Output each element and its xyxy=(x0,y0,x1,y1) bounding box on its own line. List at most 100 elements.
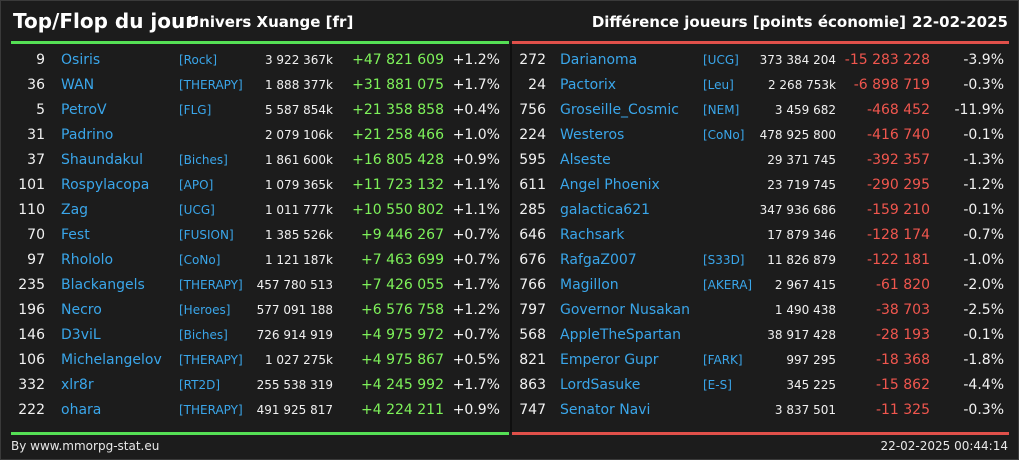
alliance-tag-link[interactable]: [CoNo] xyxy=(179,253,221,267)
top-panel-top-rule xyxy=(11,41,509,44)
table-row: 766 Magillon [AKERA] 2 967 415 -61 820 -2.0% xyxy=(512,273,1009,298)
player-points: 23 719 745 xyxy=(767,178,836,192)
player-rank: 797 xyxy=(519,302,546,318)
player-name-link[interactable]: Padrino xyxy=(61,127,114,143)
player-name-link[interactable]: Rospylacopa xyxy=(61,177,150,193)
player-name-link[interactable]: Fest xyxy=(61,227,90,243)
player-name-link[interactable]: PetroV xyxy=(61,102,107,118)
player-points: 1 121 187k xyxy=(264,253,333,267)
player-points: 5 587 854k xyxy=(264,103,333,117)
table-row: 31 Padrino 2 079 106k +21 258 466 +1.0% xyxy=(11,123,509,148)
alliance-tag-link[interactable]: [FUSION] xyxy=(179,228,234,242)
points-difference: +4 245 992 xyxy=(361,377,444,393)
percent-change: -11.9% xyxy=(954,102,1004,118)
player-name-link[interactable]: Blackangels xyxy=(61,277,145,293)
alliance-tag-link[interactable]: [Biches] xyxy=(179,328,228,342)
table-row: 863 LordSasuke [E-S] 345 225 -15 862 -4.4% xyxy=(512,373,1009,398)
alliance-tag-link[interactable]: [Heroes] xyxy=(179,303,231,317)
player-points: 11 826 879 xyxy=(767,253,836,267)
points-difference: +9 446 267 xyxy=(361,227,444,243)
alliance-tag-link[interactable]: [THERAPY] xyxy=(179,278,243,292)
percent-change: -0.1% xyxy=(963,327,1004,343)
percent-change: +0.7% xyxy=(452,252,500,268)
player-points: 3 837 501 xyxy=(774,403,836,417)
player-points: 3 459 682 xyxy=(774,103,836,117)
percent-change: +1.1% xyxy=(452,202,500,218)
percent-change: +1.2% xyxy=(452,302,500,318)
percent-change: -0.1% xyxy=(963,202,1004,218)
percent-change: -1.3% xyxy=(963,152,1004,168)
player-name-link[interactable]: Zag xyxy=(61,202,89,218)
percent-change: -0.1% xyxy=(963,127,1004,143)
player-name-link[interactable]: Westeros xyxy=(560,127,625,143)
player-name-link[interactable]: galactica621 xyxy=(560,202,651,218)
points-difference: +4 224 211 xyxy=(361,402,444,418)
player-name-link[interactable]: Emperor Gupr xyxy=(560,352,659,368)
alliance-tag-link[interactable]: [Rock] xyxy=(179,53,218,67)
alliance-tag-link[interactable]: [FARK] xyxy=(703,353,743,367)
alliance-tag-link[interactable]: [Leu] xyxy=(703,78,734,92)
player-name-link[interactable]: LordSasuke xyxy=(560,377,641,393)
table-row: 676 RafgaZ007 [S33D] 11 826 879 -122 181 -1.0… xyxy=(512,248,1009,273)
player-points: 373 384 204 xyxy=(759,53,836,67)
alliance-tag-link[interactable]: [S33D] xyxy=(703,253,745,267)
player-points: 29 371 745 xyxy=(767,153,836,167)
points-difference: +4 975 972 xyxy=(361,327,444,343)
player-name-link[interactable]: Osiris xyxy=(61,52,101,68)
player-name-link[interactable]: Rachsark xyxy=(560,227,625,243)
player-name-link[interactable]: Necro xyxy=(61,302,102,318)
player-name-link[interactable]: xlr8r xyxy=(61,377,94,393)
alliance-tag-link[interactable]: [NEM] xyxy=(703,103,740,117)
points-difference: +10 550 802 xyxy=(352,202,444,218)
alliance-tag-link[interactable]: [RT2D] xyxy=(179,378,221,392)
percent-change: +1.2% xyxy=(452,52,500,68)
alliance-tag-link[interactable]: [THERAPY] xyxy=(179,353,243,367)
table-row: 37 Shaundakul [Biches] 1 861 600k +16 805 42… xyxy=(11,148,509,173)
percent-change: -2.5% xyxy=(963,302,1004,318)
table-row: 747 Senator Navi 3 837 501 -11 325 -0.3% xyxy=(512,398,1009,423)
alliance-tag-link[interactable]: [AKERA] xyxy=(703,278,753,292)
player-name-link[interactable]: Rhololo xyxy=(61,252,114,268)
player-rank: 106 xyxy=(18,352,45,368)
player-name-link[interactable]: Shaundakul xyxy=(61,152,143,168)
points-difference: -290 295 xyxy=(867,177,930,193)
player-name-link[interactable]: Angel Phoenix xyxy=(560,177,660,193)
player-rank: 821 xyxy=(519,352,546,368)
player-name-link[interactable]: Pactorix xyxy=(560,77,617,93)
player-name-link[interactable]: Darianoma xyxy=(560,52,638,68)
alliance-tag-link[interactable]: [Biches] xyxy=(179,153,228,167)
player-name-link[interactable]: ohara xyxy=(61,402,102,418)
player-points: 1 861 600k xyxy=(264,153,333,167)
player-name-link[interactable]: Magillon xyxy=(560,277,619,293)
player-name-link[interactable]: AppleTheSpartan xyxy=(560,327,681,343)
player-points: 1 385 526k xyxy=(264,228,333,242)
points-difference: -18 368 xyxy=(875,352,930,368)
player-name-link[interactable]: Alseste xyxy=(560,152,611,168)
flop-panel-top-rule xyxy=(512,41,1009,44)
alliance-tag-link[interactable]: [E-S] xyxy=(703,378,732,392)
percent-change: -1.8% xyxy=(963,352,1004,368)
percent-change: +1.0% xyxy=(452,127,500,143)
player-name-link[interactable]: Senator Navi xyxy=(560,402,651,418)
player-points: 1 027 275k xyxy=(264,353,333,367)
alliance-tag-link[interactable]: [UCG] xyxy=(703,53,739,67)
player-rank: 611 xyxy=(519,177,546,193)
alliance-tag-link[interactable]: [UCG] xyxy=(179,203,215,217)
player-rank: 766 xyxy=(519,277,546,293)
alliance-tag-link[interactable]: [THERAPY] xyxy=(179,78,243,92)
generated-timestamp: 22-02-2025 00:44:14 xyxy=(880,439,1008,453)
player-name-link[interactable]: Governor Nusakan xyxy=(560,302,690,318)
table-row: 332 xlr8r [RT2D] 255 538 319 +4 245 992 +1.7% xyxy=(11,373,509,398)
alliance-tag-link[interactable]: [APO] xyxy=(179,178,214,192)
player-name-link[interactable]: Groseille_Cosmic xyxy=(560,102,679,118)
table-row: 821 Emperor Gupr [FARK] 997 295 -18 368 -1.8% xyxy=(512,348,1009,373)
table-row: 101 Rospylacopa [APO] 1 079 365k +11 723 132… xyxy=(11,173,509,198)
player-name-link[interactable]: WAN xyxy=(61,77,95,93)
player-name-link[interactable]: RafgaZ007 xyxy=(560,252,637,268)
alliance-tag-link[interactable]: [FLG] xyxy=(179,103,212,117)
alliance-tag-link[interactable]: [THERAPY] xyxy=(179,403,243,417)
player-rank: 235 xyxy=(18,277,45,293)
alliance-tag-link[interactable]: [CoNo] xyxy=(703,128,745,142)
player-name-link[interactable]: D3viL xyxy=(61,327,101,343)
player-name-link[interactable]: Michelangelov xyxy=(61,352,162,368)
